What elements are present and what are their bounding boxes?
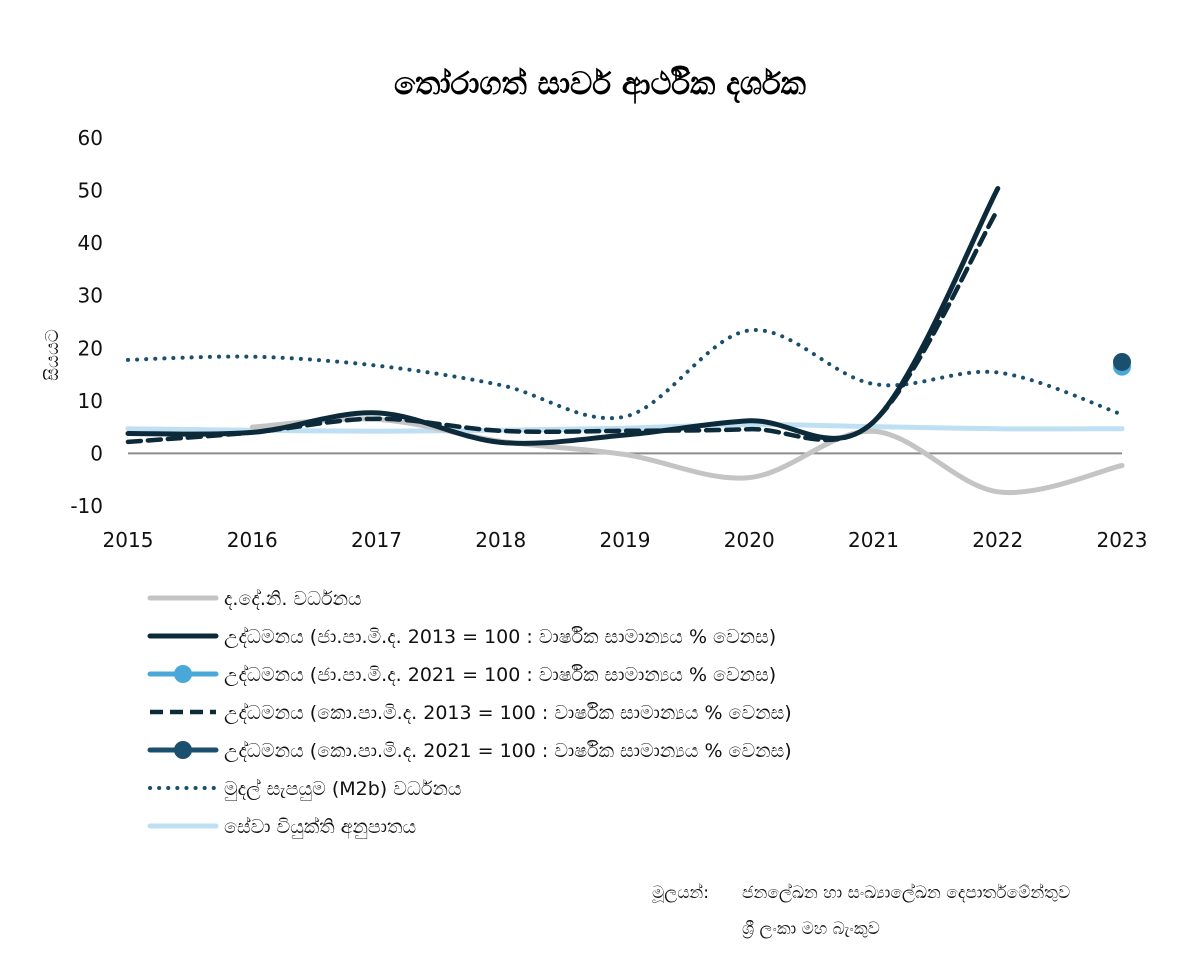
y-tick-label: 10 [78,389,103,413]
legend-label: උද්ධමනය (ජා.පා.මි.ද. 2013 = 100 : වාර්ෂි… [224,626,776,648]
legend-label: උද්ධමනය (ජා.පා.මි.ද. 2021 = 100 : වාර්ෂි… [224,664,776,686]
x-tick-label: 2016 [227,528,278,552]
y-tick-label: 40 [78,231,103,255]
y-tick-label: 50 [78,179,103,203]
x-tick-label: 2020 [724,528,775,552]
source-label: මූලයන්: [652,883,709,903]
data-point [1113,352,1131,371]
x-tick-label: 2015 [103,528,154,552]
series-line [125,186,1001,446]
series-layer [125,186,1131,496]
source-line-1: ජනලේඛන හා සංඛ්‍යාලේඛන දෙපාර්තමේන්තුව [742,883,1070,903]
legend-label: උද්ධමනය (කො.පා.මි.ද. 2013 = 100 : වාර්ෂි… [224,702,792,724]
x-tick-label: 2023 [1097,528,1148,552]
legend: ද.දේ.නි. වර්ධනය උද්ධමනය (ජා.පා.මි.ද. 2013… [147,588,792,840]
y-tick-label: 60 [78,126,103,150]
x-tick-label: 2021 [848,528,899,552]
x-ticks: 2015 2016 2017 2018 2019 2020 2021 2022 2023 [103,528,1148,552]
series-line [125,207,1001,445]
legend-label: ද.දේ.නි. වර්ධනය [224,588,362,610]
series-line [125,421,1125,434]
y-tick-label: 0 [90,441,103,465]
y-axis-label: සියයට [42,329,63,381]
x-tick-label: 2019 [600,528,651,552]
y-tick-label: 30 [78,284,103,308]
y-tick-label: -10 [70,494,103,518]
source-note: මූලයන්: ජනලේඛන හා සංඛ්‍යාලේඛන දෙපාර්තමේන… [652,883,1070,939]
series-line [126,328,1124,421]
y-tick-label: 20 [78,336,103,360]
x-tick-label: 2022 [972,528,1023,552]
legend-label: සේවා වියුක්ති අනුපාතය [224,816,416,840]
x-tick-label: 2018 [475,528,526,552]
y-ticks: 60 50 40 30 20 10 0 -10 [70,126,103,518]
source-line-2: ශ්‍රී ලංකා මහ බැංකුව [742,919,880,939]
chart-title: තෝරාගත් සාර්ව ආර්ථික දර්ශක [394,65,806,104]
legend-marker [174,741,192,759]
legend-label: උද්ධමනය (කො.පා.මි.ද. 2021 = 100 : වාර්ෂි… [224,740,792,762]
legend-marker [174,665,192,683]
legend-label: මුදල් සැපයුම (M2b) වර්ධනය [224,778,462,802]
x-tick-label: 2017 [351,528,402,552]
